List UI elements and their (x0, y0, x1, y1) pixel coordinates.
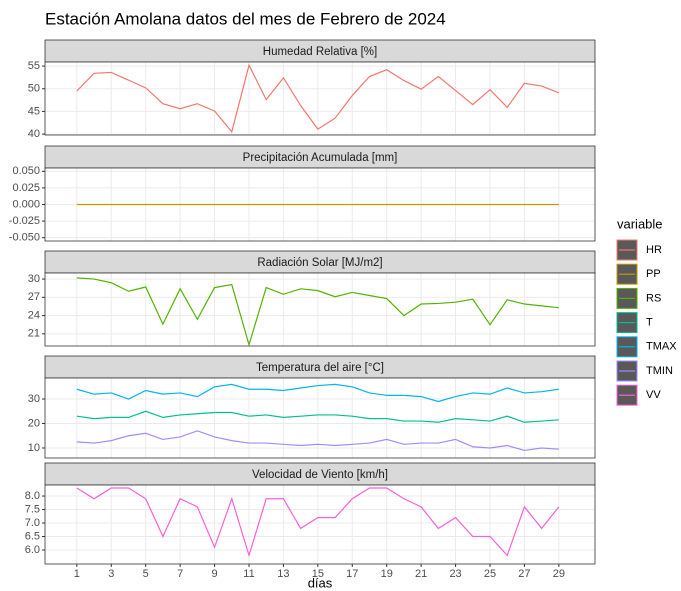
x-tick-label: 1 (74, 568, 80, 580)
x-tick-label: 3 (108, 568, 114, 580)
legend-label: TMAX (646, 341, 677, 353)
line-series (76, 63, 560, 134)
y-tick-label: 6.5 (25, 530, 40, 542)
y-tick-label: 20 (28, 417, 40, 429)
panel-border (44, 377, 596, 459)
y-tick-label: 40 (28, 128, 40, 140)
legend-label: VV (646, 389, 661, 401)
y-tick-label: 24 (28, 309, 40, 321)
line-series (76, 430, 559, 452)
line-series (76, 383, 559, 403)
x-tick-label: 25 (484, 568, 496, 580)
x-tick-label: 21 (415, 568, 427, 580)
panel-title: Velocidad de Viento [km/h] (252, 469, 388, 481)
y-tick-label: 21 (28, 328, 40, 340)
legend-title: variable (617, 216, 663, 231)
x-tick-label: 7 (177, 568, 183, 580)
legend-label: PP (646, 268, 661, 280)
panel-border (44, 272, 596, 347)
y-tick-label: 30 (28, 273, 40, 285)
panel-border (44, 484, 596, 565)
panel-title: Temperatura del aire [°C] (256, 362, 384, 374)
y-tick-label: 0.050 (12, 165, 40, 177)
panel-title: Radiación Solar [MJ/m2] (257, 257, 382, 269)
y-tick-label: 30 (28, 393, 40, 405)
panel-title: Humedad Relativa [%] (263, 46, 377, 58)
y-tick-label: 6.0 (25, 544, 40, 556)
chart-title: Estación Amolana datos del mes de Febrer… (45, 9, 446, 28)
legend-label: HR (646, 244, 662, 256)
y-tick-label: 8.0 (25, 490, 40, 502)
y-tick-label: 0.025 (12, 182, 40, 194)
x-tick-label: 9 (211, 568, 217, 580)
y-tick-label: 7.5 (25, 503, 40, 515)
panel (45, 62, 595, 135)
y-tick-label: 45 (28, 105, 40, 117)
x-tick-label: 17 (346, 568, 358, 580)
panel (45, 273, 595, 346)
x-tick-label: 13 (277, 568, 289, 580)
legend-label: TMIN (646, 365, 673, 377)
x-axis-label: días (308, 575, 333, 590)
y-tick-label: 50 (28, 83, 40, 95)
y-tick-label: -0.050 (9, 232, 40, 244)
panel (45, 485, 595, 564)
x-tick-label: 19 (381, 568, 393, 580)
panel-title: Precipitación Acumulada [mm] (243, 152, 398, 164)
y-tick-label: 27 (28, 291, 40, 303)
x-tick-label: 5 (143, 568, 149, 580)
x-tick-label: 11 (243, 568, 254, 580)
line-series (76, 277, 559, 347)
y-tick-label: 0.000 (12, 198, 40, 210)
x-tick-label: 27 (518, 568, 530, 580)
x-tick-label: 29 (553, 568, 565, 580)
x-tick-label: 23 (449, 568, 461, 580)
panel-border (44, 61, 596, 136)
y-tick-label: -0.025 (9, 215, 40, 227)
panel-border (44, 167, 596, 242)
line-series (76, 410, 559, 423)
legend-label: RS (646, 292, 661, 304)
x-tick-label: 15 (312, 568, 324, 580)
y-tick-label: 10 (28, 442, 40, 454)
y-tick-label: 55 (28, 60, 40, 72)
line-series (76, 487, 560, 558)
y-tick-label: 7.0 (25, 517, 40, 529)
legend-label: T (646, 317, 653, 329)
